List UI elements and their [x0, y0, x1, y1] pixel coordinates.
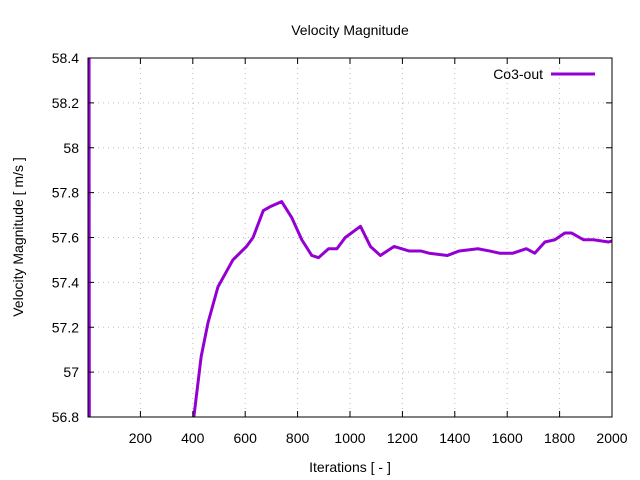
series-line — [192, 200, 612, 417]
y-tick-label: 57 — [63, 364, 79, 380]
legend-label: Co3-out — [493, 66, 543, 82]
x-tick-label: 600 — [234, 430, 258, 446]
x-tick-label: 800 — [286, 430, 310, 446]
y-axis-label: Velocity Magnitude [ m/s ] — [10, 157, 26, 317]
y-tick-label: 57.6 — [52, 230, 79, 246]
x-tick-label: 1800 — [544, 430, 575, 446]
x-tick-label: 1600 — [492, 430, 523, 446]
x-tick-label: 1200 — [387, 430, 418, 446]
x-axis-label: Iterations [ - ] — [309, 459, 391, 475]
x-tick-label: 2000 — [596, 430, 627, 446]
y-tick-label: 57.2 — [52, 319, 79, 335]
ticks: 200 400 600 800 1000 1200 1400 1600 1800 2000 56.8… — [52, 50, 628, 446]
y-tick-label: 56.8 — [52, 409, 79, 425]
x-tick-label: 400 — [181, 430, 205, 446]
x-tick-label: 1000 — [334, 430, 365, 446]
chart-title: Velocity Magnitude — [291, 22, 409, 38]
y-tick-label: 57.4 — [52, 274, 79, 290]
y-tick-label: 57.8 — [52, 185, 79, 201]
y-tick-label: 58.4 — [52, 50, 79, 66]
x-tick-label: 1400 — [439, 430, 470, 446]
grid — [88, 58, 612, 417]
x-tick-label: 200 — [129, 430, 153, 446]
legend: Co3-out — [493, 66, 595, 82]
y-tick-label: 58 — [63, 140, 79, 156]
y-tick-label: 58.2 — [52, 95, 79, 111]
